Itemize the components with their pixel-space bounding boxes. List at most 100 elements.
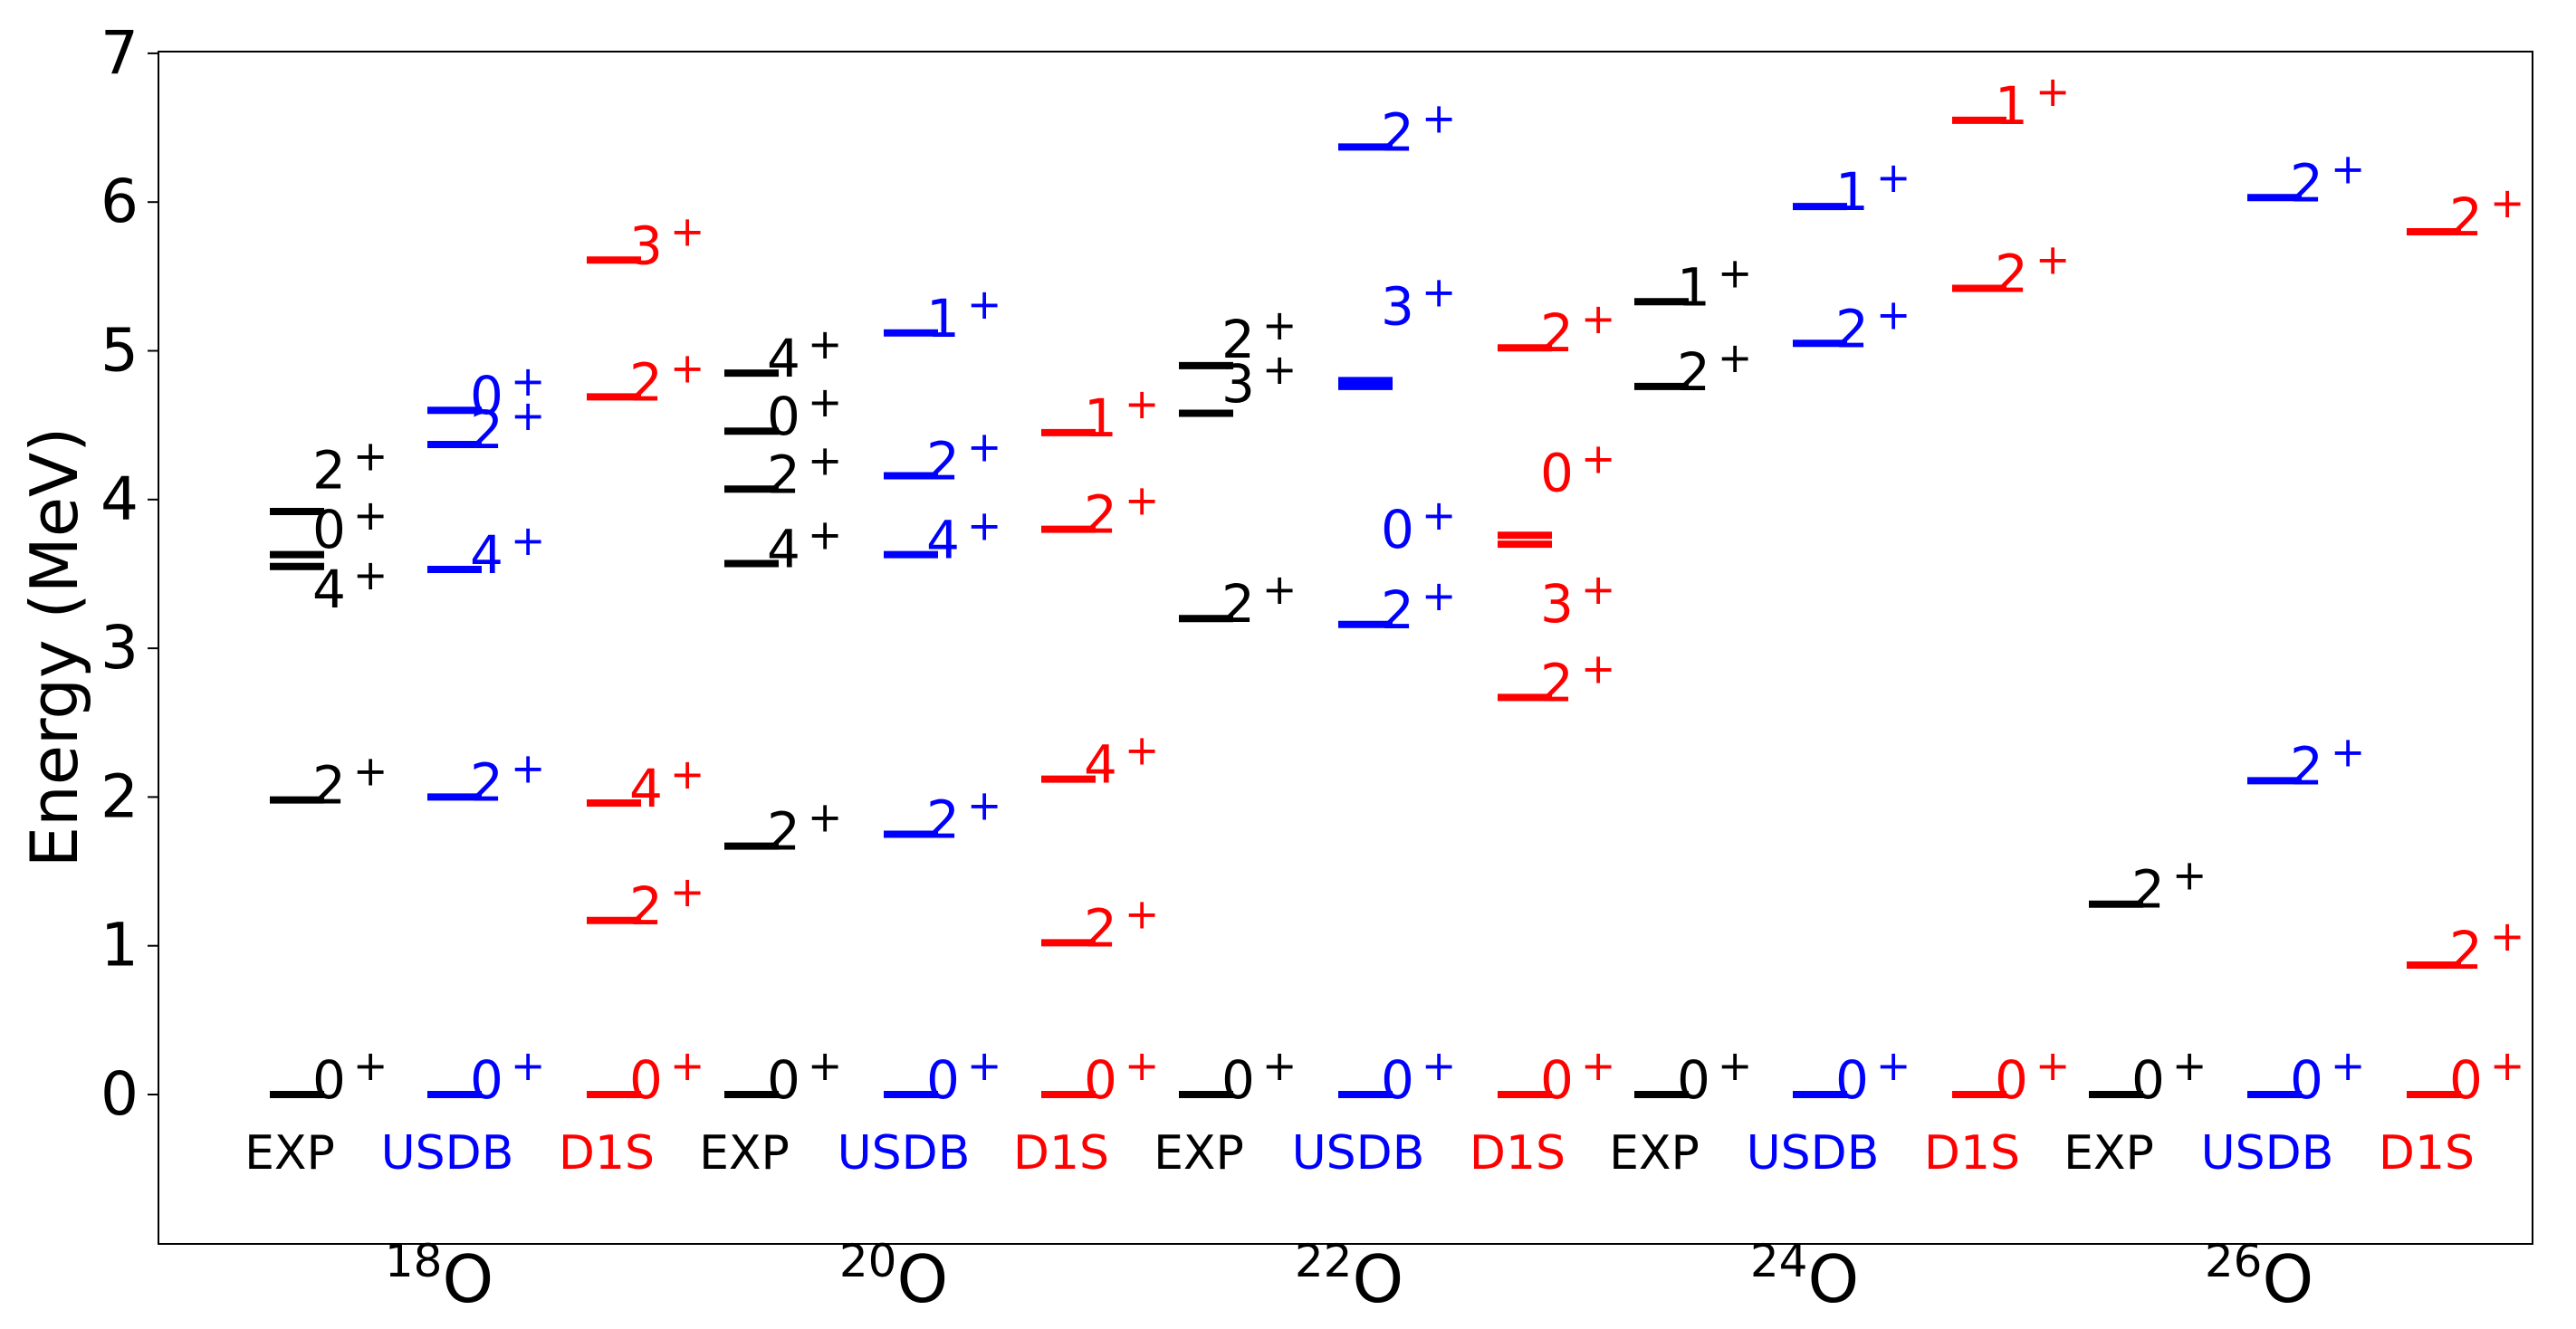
- level-spin-label: 0 +: [767, 378, 842, 447]
- column-label: D1S: [559, 1126, 655, 1181]
- parity-sign: +: [1422, 571, 1457, 620]
- spin-value: 0: [470, 365, 503, 426]
- parity-sign: +: [2035, 234, 2071, 283]
- spin-value: 2: [1084, 897, 1117, 959]
- spin-value: 0: [2449, 1049, 2483, 1111]
- parity-sign: +: [808, 378, 843, 426]
- spin-value: 2: [1221, 309, 1255, 370]
- parity-sign: +: [1262, 1041, 1298, 1090]
- level-spin-label: 4 +: [1084, 726, 1159, 796]
- parity-sign: +: [511, 516, 546, 565]
- level-spin-label: 2 +: [312, 747, 388, 817]
- parity-sign: +: [2035, 67, 2071, 116]
- level-spin-label: 2 +: [1084, 889, 1159, 959]
- parity-sign: +: [1581, 565, 1616, 614]
- spin-value: 1: [1084, 387, 1117, 449]
- parity-sign: +: [967, 1041, 1002, 1090]
- column-label: EXP: [1154, 1126, 1244, 1181]
- parity-sign: +: [670, 867, 705, 916]
- parity-sign: +: [2172, 851, 2207, 900]
- spin-value: 0: [2290, 1049, 2323, 1111]
- parity-sign: +: [1876, 1041, 1911, 1090]
- parity-sign: +: [670, 750, 705, 798]
- spin-value: 0: [2131, 1049, 2165, 1111]
- level-spin-label: 0 +: [1995, 1041, 2070, 1111]
- spin-value: 0: [1835, 1049, 1869, 1111]
- column-label: EXP: [1609, 1126, 1700, 1181]
- parity-sign: +: [808, 1041, 843, 1090]
- spin-value: 2: [926, 789, 960, 850]
- spin-value: 0: [629, 1049, 663, 1111]
- parity-sign: +: [353, 1041, 388, 1090]
- level-spin-label: 2 +: [1381, 93, 1456, 163]
- parity-sign: +: [2331, 1041, 2366, 1090]
- parity-sign: +: [511, 743, 546, 792]
- parity-sign: +: [511, 391, 546, 440]
- spin-value: 2: [470, 751, 503, 813]
- level-spin-label: 2 +: [2449, 178, 2524, 248]
- spin-value: 0: [1084, 1049, 1117, 1111]
- spin-value: 3: [1540, 573, 1574, 635]
- parity-sign: +: [1422, 268, 1457, 317]
- level-spin-label: 2 +: [312, 431, 388, 501]
- level-spin-label: 1 +: [926, 280, 1001, 349]
- spin-value: 3: [629, 215, 663, 276]
- level-spin-label: 0 +: [926, 1041, 1001, 1111]
- plot-frame: [158, 51, 2533, 1245]
- level-spin-label: 4 +: [767, 320, 842, 389]
- column-label: USDB: [2201, 1126, 2334, 1181]
- spin-value: 4: [312, 559, 346, 620]
- level-spin-label: 2 +: [926, 780, 1001, 850]
- parity-sign: +: [1581, 1041, 1616, 1090]
- spin-value: 4: [1084, 734, 1117, 796]
- parity-sign: +: [2331, 144, 2366, 193]
- level-spin-label: 0 +: [2131, 1041, 2207, 1111]
- spin-value: 4: [470, 524, 503, 586]
- parity-sign: +: [353, 747, 388, 796]
- parity-sign: +: [1718, 1041, 1753, 1090]
- spin-value: 2: [2290, 735, 2323, 797]
- spin-value: 0: [1540, 1049, 1574, 1111]
- column-label: USDB: [838, 1126, 971, 1181]
- level-spin-label: 2 +: [1381, 571, 1456, 641]
- y-tick-label: 4: [101, 464, 139, 534]
- spin-value: 2: [1995, 243, 2028, 304]
- parity-sign: +: [1125, 476, 1160, 525]
- level-spin-label: 4 +: [926, 502, 1001, 571]
- column-label: EXP: [2064, 1126, 2154, 1181]
- y-tick-label: 1: [101, 911, 139, 980]
- y-tick-label: 5: [101, 316, 139, 386]
- column-label: USDB: [381, 1126, 514, 1181]
- level-spin-label: 2 +: [926, 423, 1001, 492]
- column-label: USDB: [1292, 1126, 1425, 1181]
- spin-value: 2: [1677, 341, 1710, 403]
- parity-sign: +: [1125, 1041, 1160, 1090]
- level-spin-label: 0 +: [1540, 1041, 1615, 1111]
- nucleus-mass-number: 20: [839, 1235, 897, 1287]
- parity-sign: +: [808, 510, 843, 559]
- level-spin-label: 2 +: [1540, 644, 1615, 713]
- level-spin-label: 4 +: [470, 516, 545, 586]
- parity-sign: +: [670, 343, 705, 392]
- parity-sign: +: [1876, 153, 1911, 202]
- level-spin-label: 2 +: [767, 793, 842, 863]
- nucleus-mass-number: 22: [1295, 1235, 1353, 1287]
- level-spin-label: 3 +: [629, 206, 704, 276]
- spin-value: 0: [1995, 1049, 2028, 1111]
- nucleus-mass-number: 24: [1750, 1235, 1808, 1287]
- parity-sign: +: [808, 320, 843, 368]
- spin-value: 2: [767, 801, 800, 863]
- level-spin-label: 2 +: [1084, 476, 1159, 546]
- parity-sign: +: [1422, 93, 1457, 142]
- spin-value: 2: [629, 875, 663, 937]
- spin-value: 1: [1677, 256, 1710, 318]
- spin-value: 0: [1381, 1049, 1414, 1111]
- level-spin-label: 2 +: [629, 867, 704, 937]
- level-spin-label: 2 +: [2290, 727, 2365, 797]
- parity-sign: +: [967, 280, 1002, 329]
- parity-sign: +: [670, 1041, 705, 1090]
- parity-sign: +: [1581, 644, 1616, 693]
- y-tick-label: 7: [101, 18, 139, 88]
- level-spin-label: 0 +: [1381, 1041, 1456, 1111]
